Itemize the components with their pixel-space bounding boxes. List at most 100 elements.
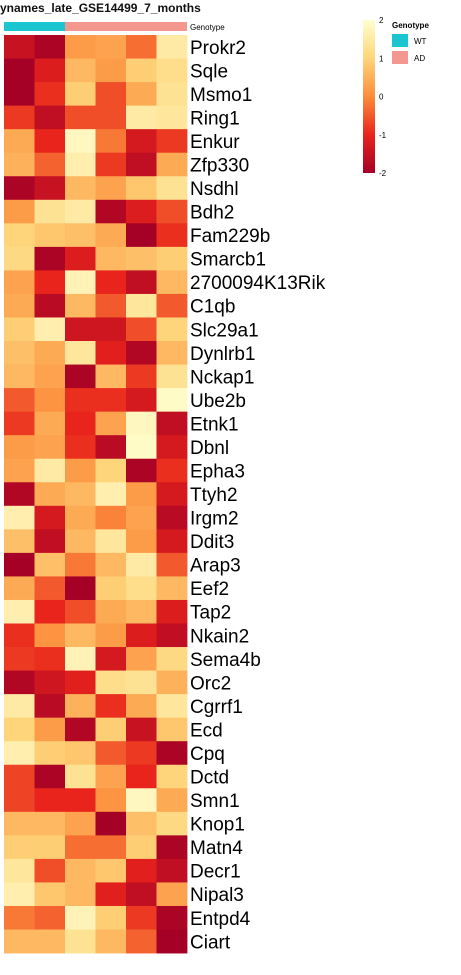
heatmap-cell bbox=[126, 505, 157, 530]
heatmap-cell bbox=[126, 717, 157, 742]
heatmap-cell bbox=[95, 835, 127, 860]
heatmap-cell bbox=[156, 694, 188, 719]
row-label: 2700094K13Rik bbox=[190, 273, 326, 294]
heatmap-cell bbox=[95, 364, 127, 389]
heatmap-cell bbox=[65, 82, 96, 107]
heatmap-cell bbox=[126, 411, 157, 436]
heatmap-cell bbox=[95, 223, 127, 248]
heatmap-cell bbox=[34, 552, 66, 577]
heatmap-cell bbox=[34, 576, 66, 601]
heatmap-cell bbox=[126, 764, 157, 789]
heatmap-cell bbox=[34, 929, 66, 954]
heatmap-cell bbox=[126, 623, 157, 648]
heatmap-cell bbox=[126, 929, 157, 954]
heatmap-cell bbox=[126, 458, 157, 483]
heatmap-cell bbox=[95, 505, 127, 530]
color-scale-tick: 1 bbox=[379, 54, 384, 63]
heatmap-cell bbox=[126, 105, 157, 130]
heatmap-cell bbox=[34, 647, 66, 671]
row-label: Ring1 bbox=[190, 108, 240, 129]
heatmap-cell bbox=[95, 435, 127, 460]
heatmap-cell bbox=[34, 458, 66, 483]
row-label: Cpq bbox=[190, 744, 225, 765]
color-scale-tick: 0 bbox=[379, 93, 384, 102]
heatmap-cell bbox=[65, 599, 96, 624]
row-label: Nkain2 bbox=[190, 626, 249, 647]
row-label: Ddit3 bbox=[190, 532, 234, 553]
row-label: Smn1 bbox=[190, 791, 240, 812]
heatmap-cell bbox=[95, 411, 127, 436]
heatmap-cell bbox=[156, 317, 188, 342]
heatmap-cell bbox=[4, 717, 35, 742]
heatmap-cell bbox=[34, 670, 66, 695]
heatmap-cell bbox=[156, 458, 188, 483]
heatmap-cell bbox=[4, 129, 35, 154]
row-label: Eef2 bbox=[190, 579, 229, 600]
heatmap-cell bbox=[65, 199, 96, 224]
heatmap-cell bbox=[4, 858, 35, 883]
heatmap-cell bbox=[65, 458, 96, 483]
heatmap-cell bbox=[156, 35, 188, 59]
heatmap-cell bbox=[95, 694, 127, 719]
heatmap-cell bbox=[65, 835, 96, 860]
heatmap-cell bbox=[34, 905, 66, 930]
heatmap-cell bbox=[4, 435, 35, 460]
heatmap-cell bbox=[156, 882, 188, 907]
heatmap-cell bbox=[65, 152, 96, 177]
heatmap-cell bbox=[4, 317, 35, 342]
heatmap-cell bbox=[65, 717, 96, 742]
row-label: Slc29a1 bbox=[190, 320, 259, 341]
row-label: Fam229b bbox=[190, 226, 270, 247]
heatmap-cell bbox=[156, 811, 188, 836]
heatmap-cell bbox=[156, 623, 188, 648]
heatmap-cell bbox=[4, 293, 35, 318]
heatmap-cell bbox=[126, 576, 157, 601]
heatmap-cell bbox=[4, 458, 35, 483]
heatmap-cell bbox=[156, 129, 188, 154]
heatmap-cell bbox=[95, 105, 127, 130]
heatmap-cell bbox=[65, 576, 96, 601]
heatmap-cell bbox=[156, 82, 188, 107]
heatmap-cell bbox=[65, 105, 96, 130]
row-label: Entpd4 bbox=[190, 909, 251, 930]
heatmap-cell bbox=[4, 552, 35, 577]
heatmap-cell bbox=[95, 905, 127, 930]
row-label: C1qb bbox=[190, 297, 235, 318]
heatmap-cell bbox=[4, 599, 35, 624]
heatmap-cell bbox=[65, 246, 96, 271]
heatmap-cell bbox=[126, 435, 157, 460]
heatmap-cell bbox=[34, 764, 66, 789]
heatmap-cell bbox=[4, 105, 35, 130]
heatmap-cell bbox=[65, 694, 96, 719]
heatmap-cell bbox=[156, 411, 188, 436]
heatmap-cell bbox=[34, 741, 66, 766]
heatmap-cell bbox=[156, 764, 188, 789]
heatmap-cell bbox=[156, 647, 188, 671]
heatmap-cell bbox=[95, 717, 127, 742]
heatmap-cell bbox=[34, 35, 66, 59]
heatmap-cell bbox=[95, 811, 127, 836]
heatmap-cell bbox=[34, 788, 66, 813]
row-label: Etnk1 bbox=[190, 414, 239, 435]
heatmap-cell bbox=[95, 882, 127, 907]
heatmap-cell bbox=[65, 223, 96, 248]
color-scale-tick: -1 bbox=[379, 131, 387, 140]
heatmap-cell bbox=[156, 58, 188, 83]
row-label: Ecd bbox=[190, 720, 223, 741]
row-label: Ube2b bbox=[190, 391, 246, 412]
heatmap-cell bbox=[65, 58, 96, 83]
heatmap-cell bbox=[34, 482, 66, 507]
heatmap-cell bbox=[4, 905, 35, 930]
heatmap-cell bbox=[65, 411, 96, 436]
heatmap-cell bbox=[156, 717, 188, 742]
heatmap-cell bbox=[34, 623, 66, 648]
heatmap-cell bbox=[34, 199, 66, 224]
heatmap-cell bbox=[4, 835, 35, 860]
annotation-cell-ad bbox=[65, 22, 96, 31]
heatmap-cell bbox=[65, 482, 96, 507]
heatmap-cell bbox=[4, 176, 35, 201]
heatmap-cell bbox=[126, 317, 157, 342]
heatmap-cell bbox=[126, 293, 157, 318]
legend-label-ad: AD bbox=[414, 54, 425, 63]
row-label: Matn4 bbox=[190, 838, 243, 859]
